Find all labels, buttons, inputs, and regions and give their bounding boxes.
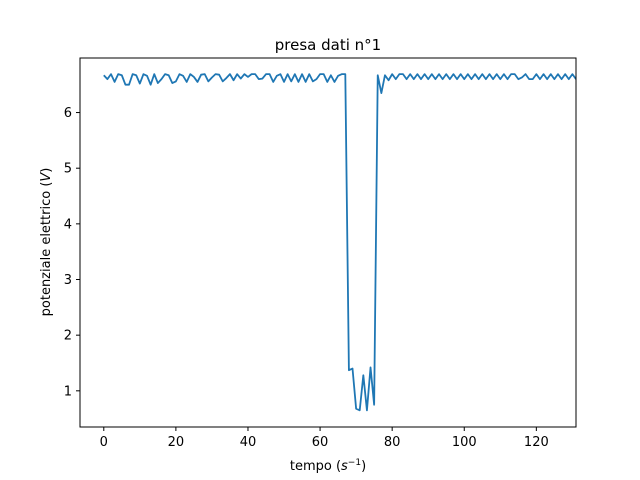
y-axis-label-symbol: V bbox=[39, 172, 54, 182]
y-tick-label: 6 bbox=[64, 106, 72, 121]
y-tick-label: 3 bbox=[64, 273, 72, 288]
axes-frame bbox=[79, 57, 577, 428]
x-axis-label-exponent: −1 bbox=[348, 458, 361, 468]
y-axis-label-text: potenziale elettrico ( bbox=[39, 182, 54, 317]
x-tick-label: 40 bbox=[240, 435, 257, 450]
x-tick-label: 100 bbox=[452, 435, 477, 450]
y-axis-label-close: ) bbox=[39, 168, 54, 173]
chart-title: presa dati n°1 bbox=[275, 36, 381, 54]
y-tick-label: 5 bbox=[64, 162, 72, 177]
x-tick-label: 20 bbox=[168, 435, 185, 450]
x-tick-label: 60 bbox=[312, 435, 329, 450]
data-series-line bbox=[103, 73, 576, 412]
y-tick-label: 1 bbox=[64, 384, 72, 399]
y-axis: 1 2 3 4 5 6 bbox=[64, 106, 80, 399]
x-axis-label-symbol: s bbox=[341, 459, 348, 474]
x-axis-label-text: tempo ( bbox=[290, 459, 341, 474]
y-tick-label: 4 bbox=[64, 217, 72, 232]
x-tick-label: 120 bbox=[524, 435, 549, 450]
plot-area bbox=[79, 57, 577, 428]
x-tick-label: 80 bbox=[384, 435, 401, 450]
x-tick-label: 0 bbox=[100, 435, 108, 450]
x-axis: 0 20 40 60 80 100 120 bbox=[100, 427, 549, 450]
y-axis-label: potenziale elettrico (V) bbox=[39, 168, 54, 317]
x-axis-label: tempo (s−1) bbox=[290, 458, 366, 474]
data-line-group bbox=[103, 73, 576, 412]
y-tick-label: 2 bbox=[64, 329, 72, 344]
x-axis-label-close: ) bbox=[361, 459, 366, 474]
